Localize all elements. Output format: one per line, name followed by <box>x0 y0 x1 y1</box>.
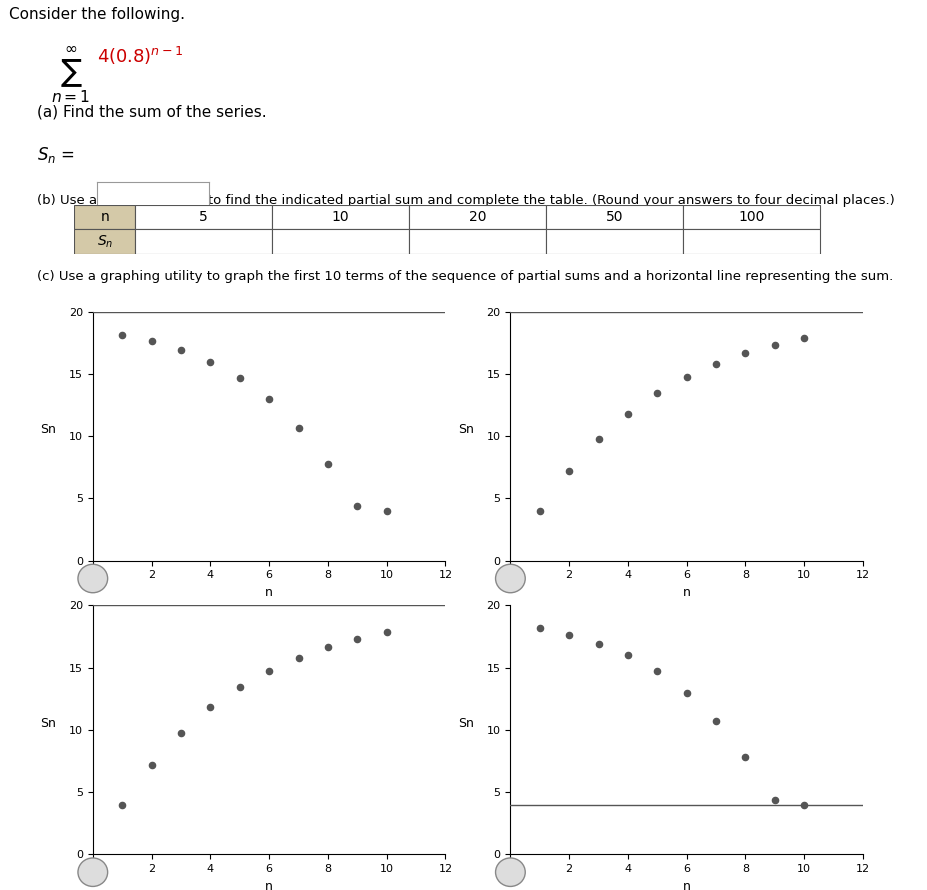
Point <box>679 685 693 700</box>
Point <box>590 432 605 446</box>
Point <box>232 680 247 694</box>
Point <box>203 700 218 715</box>
Point <box>349 632 364 646</box>
Point <box>796 797 811 812</box>
Text: (b) Use a graphing utility to find the indicated partial sum and complete the ta: (b) Use a graphing utility to find the i… <box>37 194 894 207</box>
Point <box>379 504 394 518</box>
Text: $S_n$ =: $S_n$ = <box>37 144 75 165</box>
Text: 50: 50 <box>605 210 623 224</box>
Circle shape <box>78 858 108 886</box>
Point <box>620 648 635 662</box>
Text: $4(0.8)^{n-1}$: $4(0.8)^{n-1}$ <box>97 44 184 67</box>
FancyBboxPatch shape <box>545 229 682 254</box>
Point <box>561 627 576 642</box>
FancyBboxPatch shape <box>272 205 409 229</box>
X-axis label: n: n <box>682 586 690 599</box>
FancyBboxPatch shape <box>135 229 272 254</box>
FancyBboxPatch shape <box>682 205 819 229</box>
Point <box>261 392 276 406</box>
Point <box>291 651 306 665</box>
Circle shape <box>495 858 525 886</box>
Point <box>349 499 364 514</box>
X-axis label: n: n <box>265 879 273 890</box>
Y-axis label: Sn: Sn <box>40 716 56 730</box>
Point <box>379 625 394 639</box>
Point <box>320 457 335 471</box>
Point <box>649 386 664 400</box>
Circle shape <box>495 564 525 593</box>
FancyBboxPatch shape <box>545 205 682 229</box>
Text: 20: 20 <box>468 210 486 224</box>
Point <box>232 370 247 384</box>
Y-axis label: Sn: Sn <box>40 423 56 436</box>
Point <box>144 757 159 772</box>
Circle shape <box>78 564 108 593</box>
FancyBboxPatch shape <box>682 229 819 254</box>
Text: 100: 100 <box>738 210 764 224</box>
Point <box>173 343 188 357</box>
Point <box>767 793 781 807</box>
FancyBboxPatch shape <box>409 205 545 229</box>
FancyBboxPatch shape <box>135 205 272 229</box>
Text: $S_n$: $S_n$ <box>96 233 113 249</box>
Text: 10: 10 <box>332 210 349 224</box>
Point <box>708 357 723 371</box>
Y-axis label: Sn: Sn <box>457 423 473 436</box>
Point <box>115 328 130 342</box>
Point <box>532 621 547 635</box>
X-axis label: n: n <box>265 586 273 599</box>
Point <box>590 636 605 651</box>
Point <box>261 663 276 677</box>
Y-axis label: Sn: Sn <box>457 716 473 730</box>
Point <box>320 640 335 654</box>
Point <box>737 750 752 765</box>
Text: (a) Find the sum of the series.: (a) Find the sum of the series. <box>37 105 266 119</box>
Point <box>532 504 547 518</box>
Text: Consider the following.: Consider the following. <box>9 7 185 22</box>
Text: n: n <box>100 210 109 224</box>
Text: 5: 5 <box>199 210 208 224</box>
Point <box>291 421 306 435</box>
FancyBboxPatch shape <box>409 229 545 254</box>
Point <box>115 797 130 812</box>
FancyBboxPatch shape <box>272 229 409 254</box>
Point <box>561 464 576 478</box>
Text: (c) Use a graphing utility to graph the first 10 terms of the sequence of partia: (c) Use a graphing utility to graph the … <box>37 270 893 283</box>
Point <box>679 369 693 384</box>
Point <box>737 346 752 360</box>
Point <box>620 407 635 421</box>
Point <box>144 334 159 348</box>
X-axis label: n: n <box>682 879 690 890</box>
FancyBboxPatch shape <box>74 205 135 229</box>
Point <box>767 338 781 352</box>
Point <box>649 664 664 678</box>
Point <box>796 331 811 345</box>
Point <box>708 715 723 729</box>
FancyBboxPatch shape <box>74 229 135 254</box>
Text: $\sum_{n=1}^{\infty}$: $\sum_{n=1}^{\infty}$ <box>51 44 90 105</box>
Point <box>173 725 188 740</box>
Point <box>203 354 218 368</box>
